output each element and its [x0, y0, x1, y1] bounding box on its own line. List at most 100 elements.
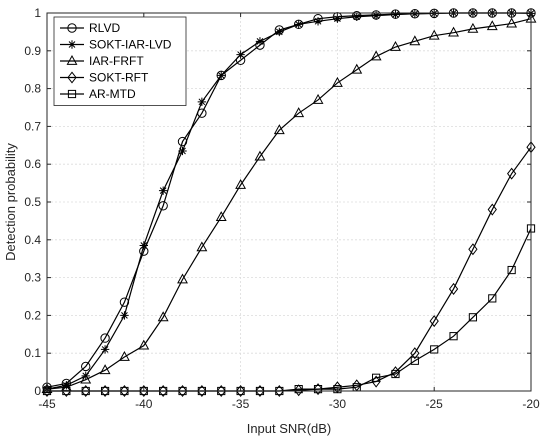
- data-point-sokt-rft: [507, 167, 517, 180]
- data-point-iar-frft: [448, 26, 460, 37]
- y-tick-label: 0.6: [24, 157, 41, 171]
- data-point-ar-mtd: [507, 265, 516, 275]
- data-point-iar-frft: [80, 373, 92, 384]
- data-point-sokt-iar-lvd: [236, 50, 245, 59]
- data-point-iar-frft: [293, 107, 305, 118]
- data-point-ar-mtd: [372, 373, 381, 382]
- data-point-sokt-rft: [119, 384, 130, 398]
- y-tick-label: 0.4: [24, 233, 41, 247]
- data-point-sokt-rft: [42, 384, 52, 398]
- data-point-sokt-rft: [177, 384, 188, 398]
- data-point-iar-frft: [312, 93, 324, 104]
- data-point-iar-frft: [235, 178, 247, 189]
- y-tick-label: 0.2: [24, 308, 41, 322]
- legend-marker-triangle: [66, 54, 78, 65]
- x-axis-label: Input SNR(dB): [247, 421, 332, 436]
- data-point-sokt-rft: [487, 203, 497, 216]
- data-point-sokt-iar-lvd: [158, 186, 168, 195]
- data-point-iar-frft: [138, 339, 150, 350]
- data-point-sokt-iar-lvd: [178, 146, 187, 156]
- legend-marker-circle: [67, 23, 77, 33]
- data-point-ar-mtd: [488, 294, 497, 303]
- series-ar-mtd: [42, 224, 536, 396]
- data-point-sokt-rft: [410, 347, 420, 360]
- data-point-ar-mtd: [391, 369, 400, 379]
- series-iar-frft: [41, 12, 537, 394]
- data-point-sokt-iar-lvd: [217, 71, 226, 80]
- y-tick-label: 0.1: [24, 346, 41, 360]
- y-tick-label: 0.8: [24, 82, 41, 96]
- data-point-iar-frft: [118, 350, 130, 361]
- data-point-sokt-rft: [197, 384, 207, 398]
- data-point-iar-frft: [351, 63, 363, 74]
- data-point-sokt-iar-lvd: [410, 9, 420, 18]
- data-point-ar-mtd: [333, 385, 342, 394]
- x-tick-label: -35: [232, 397, 250, 411]
- legend: RLVD SOKT-IAR-LVD IAR-FRFT SOKT-RFT AR-MTD: [53, 16, 187, 106]
- data-point-sokt-rft: [255, 384, 265, 398]
- data-point-sokt-iar-lvd: [139, 241, 148, 250]
- data-point-iar-frft: [157, 311, 169, 322]
- data-point-sokt-rft: [371, 375, 381, 388]
- legend-item-iar-frft: IAR-FRFT: [60, 54, 144, 68]
- data-point-sokt-iar-lvd: [275, 27, 284, 37]
- data-point-sokt-rft: [429, 315, 439, 328]
- data-point-ar-mtd: [410, 356, 419, 365]
- data-point-sokt-iar-lvd: [313, 17, 323, 26]
- data-point-sokt-rft: [81, 384, 91, 398]
- data-point-sokt-iar-lvd: [255, 37, 265, 46]
- x-tick-label: -30: [329, 397, 347, 411]
- legend-item-ar-mtd: AR-MTD: [60, 87, 136, 101]
- data-point-ar-mtd: [468, 313, 478, 322]
- series-line-ar-mtd: [47, 228, 532, 392]
- legend-marker-diamond: [67, 71, 77, 84]
- y-tick-label: 0.9: [24, 44, 41, 58]
- legend-label: IAR-FRFT: [89, 54, 144, 68]
- data-point-iar-frft: [409, 35, 421, 46]
- data-point-sokt-rft: [139, 384, 149, 398]
- data-point-iar-frft: [331, 76, 343, 87]
- data-point-sokt-rft: [468, 243, 478, 256]
- y-axis-label: Detection probability: [3, 143, 18, 261]
- data-point-rlvd: [100, 333, 110, 343]
- legend-item-sokt-rft: SOKT-RFT: [60, 71, 149, 85]
- data-point-rlvd: [81, 361, 91, 372]
- x-tick-label: -40: [135, 397, 153, 411]
- data-point-sokt-iar-lvd: [100, 345, 110, 354]
- x-tick-label: -45: [38, 397, 56, 411]
- y-tick-label: 1: [34, 6, 41, 20]
- y-tick-label: 0.3: [24, 271, 41, 285]
- legend-marker-square: [67, 89, 77, 99]
- data-point-iar-frft: [196, 241, 208, 252]
- data-point-sokt-rft: [216, 384, 226, 398]
- data-point-sokt-iar-lvd: [120, 311, 129, 320]
- data-point-ar-mtd: [449, 332, 458, 341]
- data-point-ar-mtd: [294, 385, 303, 394]
- data-point-iar-frft: [467, 22, 479, 33]
- data-point-sokt-iar-lvd: [197, 97, 207, 107]
- legend-label: AR-MTD: [89, 87, 136, 101]
- data-point-sokt-iar-lvd: [333, 14, 342, 23]
- data-point-iar-frft: [177, 273, 188, 284]
- data-point-sokt-iar-lvd: [81, 371, 90, 381]
- data-point-iar-frft: [273, 124, 285, 135]
- data-point-sokt-rft: [313, 383, 323, 396]
- legend-marker-asterisk: [67, 40, 77, 49]
- data-point-sokt-iar-lvd: [391, 10, 400, 19]
- tick-layer: -45 -40 -35 -30 -25 -20 0 0.1 0.2 0.3 0.4 0.5 0.6 0.7…: [24, 6, 540, 411]
- y-tick-label: 0: [34, 384, 41, 398]
- data-point-sokt-rft: [235, 384, 246, 398]
- data-point-sokt-rft: [100, 384, 110, 398]
- data-point-iar-frft: [215, 211, 227, 222]
- data-point-iar-frft: [370, 50, 382, 61]
- data-point-ar-mtd: [430, 345, 439, 354]
- data-point-sokt-rft: [274, 384, 284, 398]
- legend-label: SOKT-IAR-LVD: [89, 38, 172, 52]
- legend-item-sokt-iar-lvd: SOKT-IAR-LVD: [60, 38, 172, 52]
- data-point-iar-frft: [428, 29, 440, 40]
- data-point-iar-frft: [506, 17, 518, 28]
- x-tick-label: -20: [522, 397, 540, 411]
- data-point-ar-mtd: [313, 385, 323, 394]
- data-point-sokt-rft: [448, 282, 459, 295]
- x-tick-label: -25: [426, 397, 444, 411]
